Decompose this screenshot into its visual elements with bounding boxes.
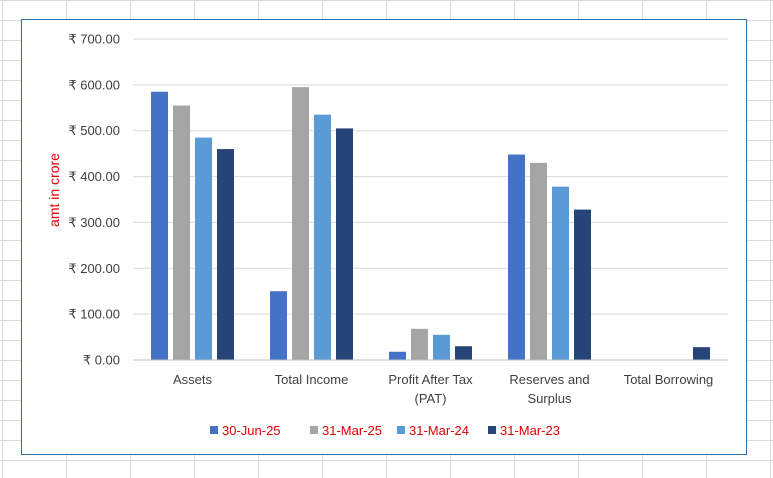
- bar[interactable]: [411, 328, 428, 360]
- legend-label: 31-Mar-24: [409, 423, 469, 438]
- legend-label: 30-Jun-25: [222, 423, 281, 438]
- x-category-label: Profit After Tax (PAT): [388, 372, 473, 406]
- bar[interactable]: [195, 137, 212, 360]
- y-tick-label: ₹ 600.00: [68, 77, 120, 92]
- legend: 30-Jun-25 31-Mar-25 31-Mar-24 31-Mar-23: [210, 423, 560, 438]
- x-category-label: Assets: [173, 372, 213, 387]
- bar[interactable]: [173, 105, 190, 360]
- bar[interactable]: [314, 114, 331, 361]
- bar[interactable]: [552, 186, 569, 360]
- y-tick-label: ₹ 700.00: [68, 32, 120, 47]
- bar[interactable]: [292, 87, 309, 361]
- y-tick-label: ₹ 100.00: [68, 307, 120, 322]
- bar[interactable]: [270, 291, 287, 360]
- bar[interactable]: [217, 149, 234, 360]
- legend-swatch: [310, 426, 318, 434]
- y-axis-ticks: ₹ 0.00 ₹ 100.00 ₹ 200.00 ₹ 300.00 ₹ 400.00 ₹ …: [68, 32, 120, 368]
- y-tick-label: ₹ 200.00: [68, 261, 120, 276]
- chart-frame[interactable]: ₹ 0.00 ₹ 100.00 ₹ 200.00 ₹ 300.00 ₹ 400.00 ₹ …: [21, 19, 747, 455]
- y-axis-label: amt in crore: [46, 153, 62, 227]
- bar[interactable]: [336, 128, 353, 360]
- y-tick-label: ₹ 400.00: [68, 169, 120, 184]
- legend-swatch: [210, 426, 218, 434]
- legend-label: 31-Mar-23: [500, 423, 560, 438]
- bar[interactable]: [693, 347, 710, 360]
- bar[interactable]: [433, 334, 450, 360]
- legend-swatch: [397, 426, 405, 434]
- x-category-label: Reserves and Surplus: [509, 372, 589, 406]
- x-category-label: Total Borrowing: [624, 372, 714, 387]
- x-axis-categories: Assets Total Income Profit After Tax (PAT) R…: [173, 372, 713, 406]
- bar[interactable]: [574, 209, 591, 360]
- bar[interactable]: [508, 154, 525, 360]
- y-tick-label: ₹ 0.00: [83, 353, 120, 368]
- legend-swatch: [488, 426, 496, 434]
- bar-chart: ₹ 0.00 ₹ 100.00 ₹ 200.00 ₹ 300.00 ₹ 400.00 ₹ …: [46, 32, 728, 438]
- y-tick-label: ₹ 500.00: [68, 123, 120, 138]
- bar[interactable]: [389, 351, 406, 360]
- bar[interactable]: [455, 346, 472, 360]
- y-tick-label: ₹ 300.00: [68, 215, 120, 230]
- bars: [151, 87, 710, 361]
- legend-label: 31-Mar-25: [322, 423, 382, 438]
- x-category-label: Total Income: [275, 372, 349, 387]
- bar[interactable]: [151, 91, 168, 360]
- bar[interactable]: [530, 162, 547, 360]
